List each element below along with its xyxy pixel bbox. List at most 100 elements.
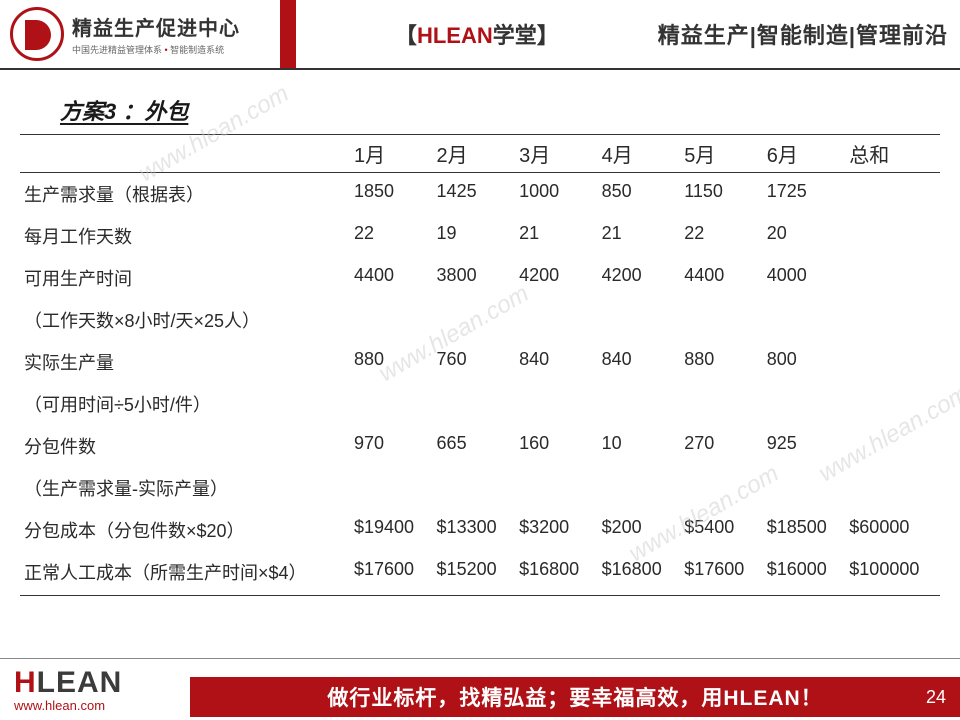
org-subtitle: 中国先进精益管理体系 • 智能制造系统	[72, 43, 240, 56]
cell	[598, 467, 681, 509]
org-logo-icon	[10, 7, 64, 61]
cell: 4400	[350, 257, 433, 299]
cell: 20	[763, 215, 846, 257]
cell	[845, 173, 940, 216]
page-footer: HLEAN www.hlean.com 做行业标杆，找精弘益；要幸福高效，用HL…	[0, 658, 960, 720]
page-header: 精益生产促进中心 中国先进精益管理体系 • 智能制造系统 【HLEAN学堂】 精…	[0, 0, 960, 70]
cell: 1850	[350, 173, 433, 216]
cell	[515, 383, 598, 425]
col-label	[20, 135, 350, 173]
cell: $200	[598, 509, 681, 551]
red-divider	[280, 0, 296, 68]
col-jun: 6月	[763, 135, 846, 173]
cell: $17600	[680, 551, 763, 596]
cell	[845, 341, 940, 383]
table-row: （可用时间÷5小时/件）	[20, 383, 940, 425]
cell: $5400	[680, 509, 763, 551]
cell: 4200	[598, 257, 681, 299]
cell: $19400	[350, 509, 433, 551]
cell: $60000	[845, 509, 940, 551]
header-center: 【HLEAN学堂】	[296, 18, 658, 50]
row-label: 可用生产时间	[20, 257, 350, 299]
row-label: （生产需求量-实际产量）	[20, 467, 350, 509]
cell: 1000	[515, 173, 598, 216]
cell: 970	[350, 425, 433, 467]
cell: 270	[680, 425, 763, 467]
row-label: （可用时间÷5小时/件）	[20, 383, 350, 425]
cell	[680, 299, 763, 341]
col-feb: 2月	[433, 135, 516, 173]
table-row: 生产需求量（根据表）18501425100085011501725	[20, 173, 940, 216]
cell: $16800	[598, 551, 681, 596]
cell	[350, 383, 433, 425]
cell: 160	[515, 425, 598, 467]
cell: 880	[350, 341, 433, 383]
cell: $100000	[845, 551, 940, 596]
row-label: （工作天数×8小时/天×25人）	[20, 299, 350, 341]
cell: 21	[515, 215, 598, 257]
col-apr: 4月	[598, 135, 681, 173]
data-table-wrap: 1月 2月 3月 4月 5月 6月 总和 生产需求量（根据表）185014251…	[20, 134, 940, 596]
cell: 4200	[515, 257, 598, 299]
footer-slogan: 做行业标杆，找精弘益；要幸福高效，用HLEAN！	[327, 682, 822, 712]
data-table: 1月 2月 3月 4月 5月 6月 总和 生产需求量（根据表）185014251…	[20, 134, 940, 596]
cell	[763, 383, 846, 425]
cell: 21	[598, 215, 681, 257]
cell: 1150	[680, 173, 763, 216]
row-label: 生产需求量（根据表）	[20, 173, 350, 216]
row-label: 分包成本（分包件数×$20）	[20, 509, 350, 551]
footer-red-bar: 做行业标杆，找精弘益；要幸福高效，用HLEAN！ 24	[190, 677, 960, 717]
org-name: 精益生产促进中心	[72, 12, 240, 41]
table-header-row: 1月 2月 3月 4月 5月 6月 总和	[20, 135, 940, 173]
cell: 850	[598, 173, 681, 216]
cell: 760	[433, 341, 516, 383]
cell: 10	[598, 425, 681, 467]
table-row: 可用生产时间440038004200420044004000	[20, 257, 940, 299]
cell	[515, 467, 598, 509]
section-title: 方案3 ：外包	[60, 94, 960, 126]
cell: 3800	[433, 257, 516, 299]
cell: $16800	[515, 551, 598, 596]
table-row: 分包成本（分包件数×$20）$19400$13300$3200$200$5400…	[20, 509, 940, 551]
cell	[763, 467, 846, 509]
footer-url: www.hlean.com	[14, 698, 190, 713]
cell	[680, 467, 763, 509]
cell: $17600	[350, 551, 433, 596]
cell: 665	[433, 425, 516, 467]
table-row: 实际生产量880760840840880800	[20, 341, 940, 383]
cell: 840	[598, 341, 681, 383]
cell	[845, 425, 940, 467]
table-row: 每月工作天数221921212220	[20, 215, 940, 257]
col-sum: 总和	[845, 135, 940, 173]
cell	[350, 299, 433, 341]
header-tags: 精益生产|智能制造|管理前沿	[658, 18, 960, 50]
row-label: 分包件数	[20, 425, 350, 467]
cell: 4000	[763, 257, 846, 299]
cell	[845, 215, 940, 257]
row-label: 实际生产量	[20, 341, 350, 383]
cell	[433, 467, 516, 509]
table-row: （生产需求量-实际产量）	[20, 467, 940, 509]
col-jan: 1月	[350, 135, 433, 173]
cell: 840	[515, 341, 598, 383]
cell: 4400	[680, 257, 763, 299]
cell	[433, 299, 516, 341]
cell: 925	[763, 425, 846, 467]
cell	[680, 383, 763, 425]
table-row: 分包件数97066516010270925	[20, 425, 940, 467]
page-number: 24	[926, 687, 946, 708]
cell: $15200	[433, 551, 516, 596]
cell: 19	[433, 215, 516, 257]
row-label: 正常人工成本（所需生产时间×$4）	[20, 551, 350, 596]
cell: 880	[680, 341, 763, 383]
table-row: 正常人工成本（所需生产时间×$4）$17600$15200$16800$1680…	[20, 551, 940, 596]
cell: $3200	[515, 509, 598, 551]
cell: $13300	[433, 509, 516, 551]
table-row: （工作天数×8小时/天×25人）	[20, 299, 940, 341]
footer-logo-block: HLEAN www.hlean.com	[0, 659, 190, 720]
cell	[845, 383, 940, 425]
cell: 22	[680, 215, 763, 257]
cell	[515, 299, 598, 341]
cell: $18500	[763, 509, 846, 551]
cell: 1425	[433, 173, 516, 216]
